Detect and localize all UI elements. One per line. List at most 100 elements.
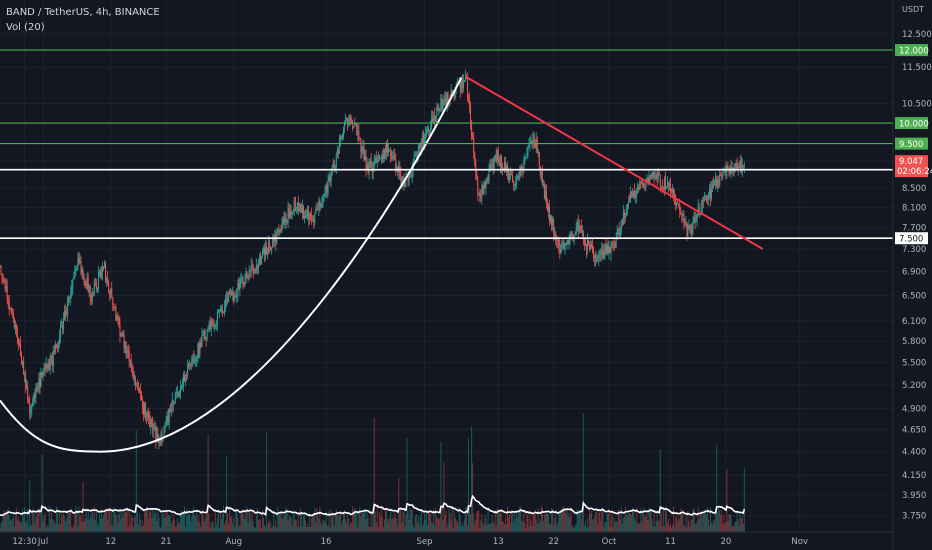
candle-body bbox=[330, 173, 332, 181]
candle-body bbox=[707, 195, 709, 200]
candle-body bbox=[411, 169, 413, 176]
volume-bar bbox=[167, 514, 169, 532]
volume-bar bbox=[36, 517, 38, 532]
volume-bar bbox=[672, 524, 674, 532]
volume-bar bbox=[700, 509, 702, 532]
candle-body bbox=[1, 274, 3, 280]
candle-body bbox=[464, 77, 466, 81]
volume-bar bbox=[14, 516, 16, 532]
candle-body bbox=[235, 296, 237, 298]
volume-bar bbox=[251, 512, 253, 532]
candle-body bbox=[732, 167, 734, 169]
volume-bar bbox=[727, 521, 729, 532]
volume-bar bbox=[664, 506, 666, 532]
candle-body bbox=[175, 392, 177, 394]
volume-bar bbox=[435, 507, 437, 532]
candle-body bbox=[162, 437, 164, 442]
candle-body bbox=[368, 163, 370, 173]
volume-bar bbox=[317, 514, 319, 532]
candle-body bbox=[10, 308, 12, 313]
candle-body bbox=[32, 399, 34, 406]
volume-bar bbox=[321, 525, 323, 532]
candle-body bbox=[255, 265, 257, 272]
candle-body bbox=[334, 167, 336, 169]
volume-bar bbox=[88, 520, 90, 532]
candle-body bbox=[415, 154, 417, 156]
volume-bar bbox=[694, 523, 696, 532]
candle-body bbox=[384, 149, 386, 153]
candle-body bbox=[61, 326, 63, 328]
candle-body bbox=[594, 255, 596, 259]
candle-body bbox=[75, 267, 77, 272]
volume-bar bbox=[85, 507, 87, 532]
candle-body bbox=[503, 162, 505, 170]
volume-bar bbox=[605, 522, 607, 532]
volume-bar bbox=[541, 507, 543, 532]
volume-bar bbox=[468, 438, 470, 532]
candle-body bbox=[69, 297, 71, 299]
candle-body bbox=[462, 81, 464, 88]
candle-body bbox=[102, 266, 104, 273]
candle-body bbox=[26, 386, 28, 388]
volume-bar bbox=[533, 514, 535, 532]
candle-body bbox=[401, 179, 403, 182]
volume-bar bbox=[81, 522, 83, 532]
candle-body bbox=[701, 200, 703, 206]
volume-bar bbox=[676, 515, 678, 532]
candle-body bbox=[689, 225, 691, 227]
candle-body bbox=[46, 363, 48, 369]
volume-bar bbox=[138, 513, 140, 532]
volume-bar bbox=[434, 525, 436, 532]
volume-bar bbox=[696, 520, 698, 532]
candle-body bbox=[247, 276, 249, 280]
candle-body bbox=[339, 136, 341, 141]
volume-bar bbox=[154, 510, 156, 532]
volume-bar bbox=[115, 514, 117, 532]
volume-bar bbox=[522, 521, 524, 532]
volume-bar bbox=[9, 519, 11, 532]
volume-bar bbox=[368, 526, 370, 532]
candle-body bbox=[302, 205, 304, 219]
volume-bar bbox=[80, 514, 82, 532]
volume-bar bbox=[188, 510, 190, 532]
volume-bar bbox=[430, 513, 432, 532]
volume-bar bbox=[716, 445, 718, 532]
candle-body bbox=[509, 176, 511, 179]
candle-body bbox=[73, 276, 75, 280]
volume-bar bbox=[329, 527, 331, 532]
candle-body bbox=[8, 302, 10, 310]
volume-bar bbox=[121, 510, 123, 532]
volume-bar bbox=[714, 521, 716, 532]
candle-body bbox=[81, 270, 83, 273]
volume-bar bbox=[730, 515, 732, 532]
volume-bar bbox=[658, 521, 660, 532]
candle-body bbox=[284, 217, 286, 223]
candle-body bbox=[207, 326, 209, 331]
candle-body bbox=[315, 209, 317, 214]
volume-bar bbox=[209, 527, 211, 532]
price-tick-label: 7.300 bbox=[902, 245, 926, 255]
volume-bar bbox=[56, 507, 58, 532]
candle-body bbox=[224, 306, 226, 313]
candle-body bbox=[671, 191, 673, 193]
volume-bar bbox=[505, 524, 507, 532]
volume-bar bbox=[417, 515, 419, 532]
volume-bar bbox=[655, 521, 657, 532]
volume-bar bbox=[683, 524, 685, 532]
candle-body bbox=[288, 207, 290, 218]
candle-body bbox=[688, 225, 690, 229]
candle-body bbox=[11, 312, 13, 314]
candle-body bbox=[209, 322, 211, 330]
candle-body bbox=[512, 175, 514, 182]
volume-bar bbox=[53, 520, 55, 532]
volume-bar bbox=[180, 510, 182, 532]
candle-body bbox=[85, 284, 87, 286]
candle-body bbox=[286, 221, 288, 223]
volume-bar bbox=[257, 520, 259, 532]
candle-body bbox=[422, 135, 424, 147]
candle-body bbox=[28, 399, 30, 402]
volume-bar bbox=[703, 510, 705, 532]
volume-bar bbox=[214, 511, 216, 532]
